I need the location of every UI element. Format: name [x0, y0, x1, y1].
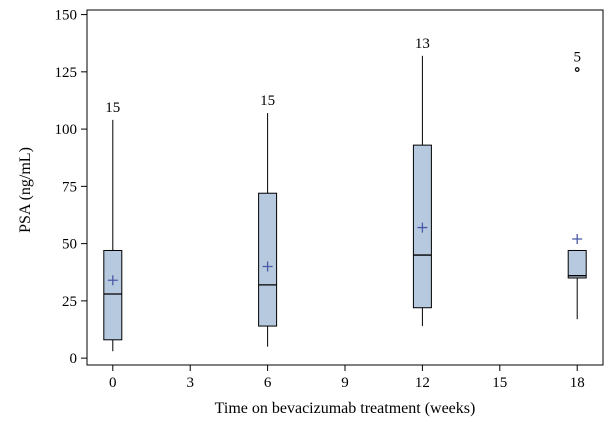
x-tick-label: 18	[570, 375, 585, 391]
iqr-box	[258, 192, 278, 327]
x-tick-label: 0	[109, 375, 117, 391]
count-label: 15	[105, 100, 120, 116]
y-tick-label: 75	[62, 179, 77, 195]
y-tick-label: 100	[55, 122, 78, 138]
y-tick-label: 50	[62, 237, 77, 253]
count-label: 5	[573, 50, 581, 66]
iqr-box	[103, 249, 123, 341]
y-tick-label: 0	[70, 351, 78, 367]
box-series: 15 15 13 5	[103, 36, 587, 352]
count-label: 15	[260, 93, 275, 109]
y-tick-label: 125	[55, 65, 78, 81]
x-tick-label: 3	[186, 375, 194, 391]
box-group: 15	[103, 100, 123, 352]
x-axis: 0 3 6 9 12 15 18	[109, 365, 585, 391]
box-group: 5	[567, 50, 587, 320]
mean-marker	[107, 275, 118, 286]
outlier-point	[574, 67, 580, 72]
x-tick-label: 9	[341, 375, 349, 391]
x-axis-label: Time on bevacizumab treatment (weeks)	[215, 400, 476, 417]
x-tick-label: 15	[492, 375, 507, 391]
x-tick-label: 6	[264, 375, 272, 391]
plot-frame	[86, 9, 604, 366]
y-axis-label: PSA (ng/mL)	[17, 147, 34, 233]
count-label: 13	[415, 36, 430, 52]
y-tick-label: 25	[62, 294, 77, 310]
y-axis: 0 25 50 75 100 125 150	[55, 8, 87, 367]
x-tick-label: 12	[415, 375, 430, 391]
mean-marker	[262, 261, 273, 272]
box-group: 13	[412, 36, 432, 327]
mean-marker	[572, 234, 583, 245]
y-tick-label: 150	[55, 8, 78, 24]
mean-marker	[417, 222, 428, 233]
iqr-box	[567, 249, 587, 279]
box-group: 15	[258, 93, 278, 347]
